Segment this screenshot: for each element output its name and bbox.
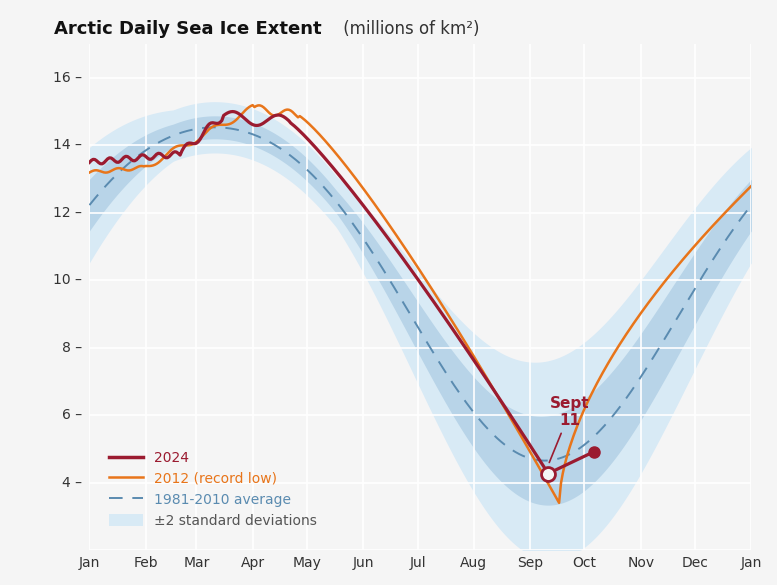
Text: 14 –: 14 – xyxy=(54,139,82,153)
Legend: 2024, 2012 (record low), 1981-2010 average, ±2 standard deviations: 2024, 2012 (record low), 1981-2010 avera… xyxy=(103,445,322,534)
Text: 16 –: 16 – xyxy=(53,71,82,85)
Text: 12 –: 12 – xyxy=(54,206,82,220)
Text: Sept
11: Sept 11 xyxy=(549,395,590,463)
Text: 6 –: 6 – xyxy=(62,408,82,422)
Text: Arctic Daily Sea Ice Extent: Arctic Daily Sea Ice Extent xyxy=(54,20,322,39)
Text: (millions of km²): (millions of km²) xyxy=(338,20,479,39)
Text: 10 –: 10 – xyxy=(54,273,82,287)
Text: 4 –: 4 – xyxy=(62,476,82,490)
Text: 8 –: 8 – xyxy=(62,341,82,355)
